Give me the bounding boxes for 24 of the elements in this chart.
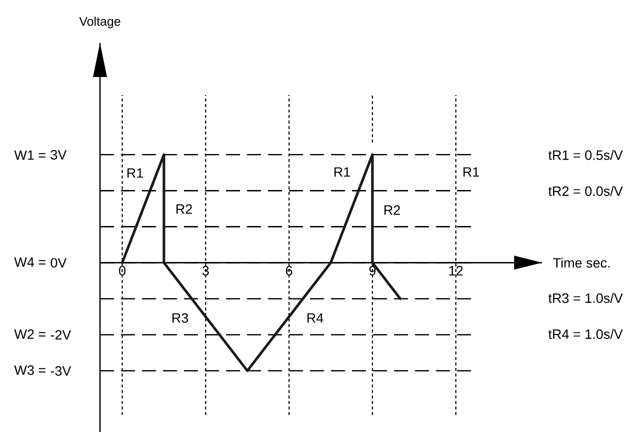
- text: tR2 = 0.0s/V: [548, 186, 623, 196]
- annotation: R1: [127, 168, 143, 178]
- x-axis-title: Time sec.: [553, 258, 610, 268]
- x-tick-label: 0: [119, 266, 126, 276]
- text: W4 =: [14, 258, 46, 267]
- text: tR1 = 0.5s/V: [548, 150, 623, 160]
- y-tick-label: 0V: [50, 258, 67, 268]
- line-series: [120, 153, 402, 372]
- y-tick-label: -3V: [50, 366, 72, 376]
- text: W3 =: [14, 365, 46, 375]
- annotation: R3: [172, 313, 188, 323]
- y-tick-label: -2V: [50, 330, 72, 340]
- text: W1 =: [14, 150, 46, 160]
- annotation: R1: [334, 167, 350, 177]
- annotation: R2: [176, 204, 192, 214]
- y-axis-title: Voltage: [79, 16, 120, 28]
- annotation: R4: [307, 313, 324, 323]
- annotation: R2: [384, 205, 400, 215]
- text: tR3 = 1.0s/V: [548, 293, 623, 303]
- text: W2 =: [14, 329, 46, 339]
- annotation: R1: [463, 167, 479, 177]
- text: tR4 = 1.0s/V: [548, 329, 623, 339]
- y-tick-label: 3V: [50, 150, 67, 160]
- x-tick-label: 12: [449, 266, 463, 276]
